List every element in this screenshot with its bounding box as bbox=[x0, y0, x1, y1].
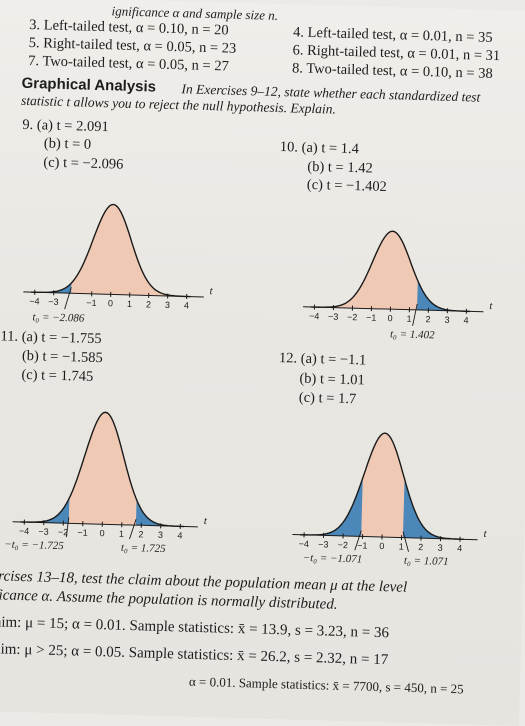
ex9-tick-label: 3 bbox=[165, 300, 170, 310]
ex11-tick-label: 2 bbox=[138, 529, 143, 539]
ex10-tick-label: 3 bbox=[444, 315, 449, 325]
ex10-axis-label: t bbox=[489, 300, 493, 312]
ex12-tick-label: 4 bbox=[457, 543, 462, 553]
ex12-c: (c) t = 1.7 bbox=[299, 390, 357, 408]
ex10-t-distribution-graph: −4 −3 −2 −1 0 1 2 3 4 t t₀ = 1.402 bbox=[289, 216, 503, 357]
ex10-crit-label: t₀ = 1.402 bbox=[390, 328, 435, 341]
ex9-c: (c) t = −2.096 bbox=[43, 154, 123, 172]
claim-2: Claim: μ > 25; α = 0.05. Sample statisti… bbox=[0, 641, 388, 668]
ex9-axis-label: t bbox=[209, 285, 213, 297]
ex9-b: (b) t = 0 bbox=[44, 135, 92, 152]
ex12-axis-label: t bbox=[483, 528, 487, 540]
ex9-crit-label: t₀ = −2.086 bbox=[32, 311, 85, 324]
ex10-tick-label: −3 bbox=[328, 311, 339, 321]
ex9-tick-label: 1 bbox=[127, 299, 132, 309]
exercise-7: 7. Two-tailed test, α = 0.05, n = 27 bbox=[28, 53, 229, 75]
claim-1: Claim: μ = 15; α = 0.01. Sample statisti… bbox=[0, 614, 389, 641]
ex11-axis-label: t bbox=[204, 515, 208, 527]
ex10-tick-label: 4 bbox=[463, 315, 468, 325]
ex11-tick-label: 0 bbox=[99, 528, 104, 538]
ex9-a: 9. (a) t = 2.091 bbox=[22, 117, 109, 135]
ex12-tick-label: −3 bbox=[318, 539, 329, 549]
ex11-body-region bbox=[20, 410, 187, 527]
ex11-tick-label: −3 bbox=[38, 526, 49, 536]
ex11-tick-label: −1 bbox=[77, 528, 88, 538]
ex12-tick-label: 3 bbox=[438, 543, 443, 553]
ex11-c: (c) t = 1.745 bbox=[21, 367, 93, 385]
ex9-tick-label: −3 bbox=[48, 297, 59, 307]
ex11-right-crit-label: t₀ = 1.725 bbox=[121, 542, 166, 555]
ex12-tick-label: −2 bbox=[338, 540, 349, 550]
ex11-tick-label: 3 bbox=[158, 530, 163, 540]
ex12-tick-label: 2 bbox=[418, 542, 423, 552]
claim-3-partial: α = 0.01. Sample statistics: x̄ = 7700, … bbox=[189, 674, 464, 698]
ex10-b: (b) t = 1.42 bbox=[307, 159, 373, 177]
ex11-tick-label: 4 bbox=[177, 530, 182, 540]
ex10-tick-label: −1 bbox=[366, 313, 377, 323]
ex11-tick-label: 1 bbox=[119, 529, 124, 539]
ex12-right-tail-region bbox=[403, 479, 466, 539]
ex12-right-crit-label: t₀ = 1.071 bbox=[404, 555, 449, 568]
ex12-tick-label: −4 bbox=[299, 539, 310, 549]
ex11-left-crit-label: −t₀ = −1.725 bbox=[4, 539, 64, 553]
ex9-tick-label: 0 bbox=[108, 298, 113, 308]
ex9-body-region bbox=[31, 202, 193, 296]
ex9-tick-label: 2 bbox=[146, 299, 151, 309]
ex12-t-distribution-graph: −4 −3 −2 −1 0 1 2 3 4 t −t₀ = −1.071 t₀ = 1.071 bbox=[278, 422, 497, 578]
ex10-tick-label: 0 bbox=[388, 313, 393, 323]
ex12-body-region bbox=[300, 431, 467, 540]
ex10-c: (c) t = −1.402 bbox=[307, 177, 387, 195]
ex12-b: (b) t = 1.01 bbox=[299, 371, 365, 389]
ex9-tick-label: −1 bbox=[86, 298, 97, 308]
ex12-tick-label: 0 bbox=[379, 541, 384, 551]
ex12-tick-label: 1 bbox=[399, 542, 404, 552]
ex10-tail-region bbox=[417, 281, 471, 312]
ex9-tick-label: −4 bbox=[29, 296, 40, 306]
ex12-left-crit-label: −t₀ = −1.071 bbox=[303, 552, 363, 566]
ex10-tick-label: −4 bbox=[309, 311, 320, 321]
ex11-b: (b) t = −1.585 bbox=[22, 348, 103, 366]
ex9-t-distribution-graph: −4 −3 −1 0 1 2 3 4 t t₀ = −2.086 bbox=[13, 192, 227, 333]
ex9-tick-label: 4 bbox=[184, 300, 189, 310]
exercise-8: 8. Two-tailed test, α = 0.10, n = 38 bbox=[292, 60, 493, 82]
ex10-body-region bbox=[311, 229, 473, 311]
ex10-tick-label: 1 bbox=[407, 314, 412, 324]
ex11-tick-label: −4 bbox=[19, 526, 30, 536]
ex10-tick-label: 2 bbox=[425, 314, 430, 324]
ex10-tick-label: −2 bbox=[347, 312, 358, 322]
ex12-left-tail-region bbox=[300, 476, 363, 536]
ex12-tick-label: −1 bbox=[357, 540, 368, 550]
ex10-a: 10. (a) t = 1.4 bbox=[280, 139, 359, 157]
ex11-a: 11. (a) t = −1.755 bbox=[0, 328, 102, 347]
